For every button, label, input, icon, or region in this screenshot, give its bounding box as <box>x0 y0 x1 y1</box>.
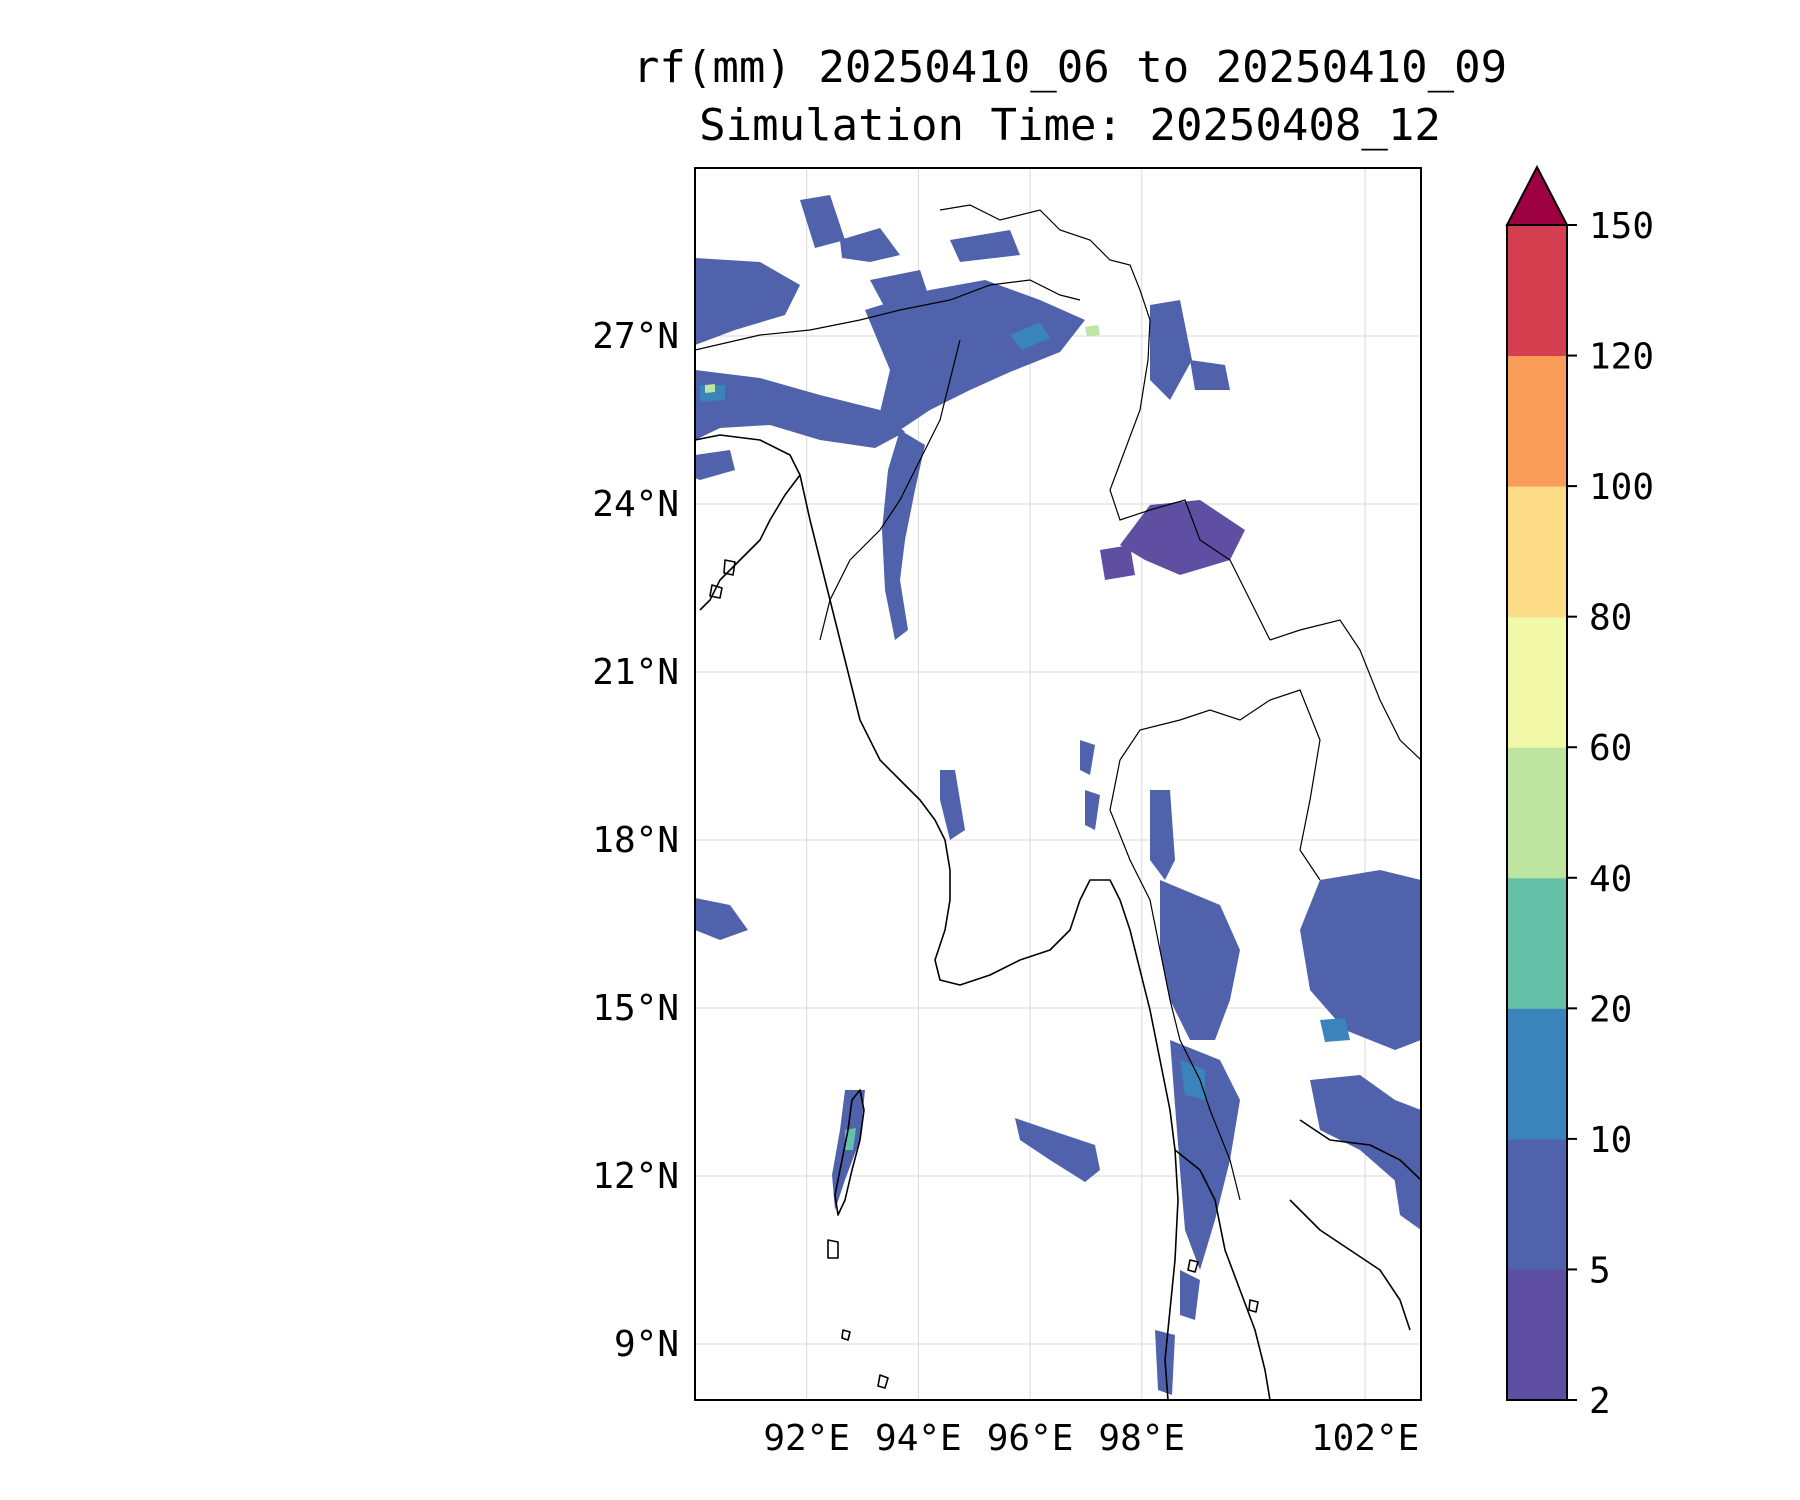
longitude-tick-label: 98°E <box>1098 1418 1185 1459</box>
country-border <box>1109 319 1271 641</box>
colorbar-frame <box>1506 224 1568 1401</box>
island-outline <box>1248 1299 1259 1313</box>
rainfall-layer <box>695 195 1421 1395</box>
rainfall-contour <box>870 270 930 308</box>
colorbar-tick-label: 10 <box>1589 1120 1632 1161</box>
rainfall-contour <box>1015 1118 1100 1182</box>
rainfall-contour <box>705 384 715 393</box>
rainfall-contour <box>1320 1018 1350 1042</box>
colorbar-segment <box>1507 1138 1567 1270</box>
country-border <box>1269 619 1421 761</box>
colorbar: 2 5 10 20 40 60 80 100 120 150 <box>1505 164 1654 1422</box>
rainfall-contour <box>1085 790 1100 830</box>
rainfall-contour <box>865 280 1085 430</box>
country-border <box>1119 689 1321 881</box>
latitude-tick-label: 9°N <box>614 1324 679 1365</box>
island-outline <box>1187 1259 1199 1273</box>
coastline <box>695 434 801 611</box>
rainfall-contour <box>1150 300 1192 400</box>
island-outline <box>709 584 723 599</box>
longitude-tick-label: 92°E <box>763 1418 850 1459</box>
rainfall-contour <box>1180 1270 1200 1320</box>
map-panel: 27°N 24°N 21°N 18°N 15°N 12°N 9°N 92°E 94°E 96°E… <box>592 167 1422 1459</box>
colorbar-tick-label: 5 <box>1589 1250 1611 1291</box>
colorbar-tick-label: 60 <box>1589 728 1632 769</box>
rainfall-contour <box>695 898 748 940</box>
colorbar-segment <box>1507 225 1567 357</box>
island-outline <box>834 1089 865 1216</box>
rainfall-contour <box>695 258 800 345</box>
map-background <box>695 168 1421 1400</box>
colorbar-tick-label: 2 <box>1589 1381 1611 1422</box>
rainfall-contour <box>1120 500 1245 575</box>
colorbar-tick-label: 150 <box>1589 206 1654 247</box>
colorbar-segment <box>1507 1269 1567 1401</box>
country-border <box>939 204 1151 321</box>
island-outline <box>723 559 736 576</box>
colorbar-segment <box>1507 355 1567 487</box>
colorbar-max-extension-arrow <box>1505 164 1569 226</box>
coastline <box>1289 1199 1411 1331</box>
rainfall-contour <box>695 450 735 480</box>
island-outline <box>827 1239 839 1259</box>
rainfall-contour <box>882 430 925 640</box>
rainfall-contour <box>1390 1145 1421 1230</box>
coastline <box>1174 1149 1271 1400</box>
rainfall-contour <box>1160 880 1240 1040</box>
rainfall-contour <box>1100 545 1135 580</box>
longitude-tick-label: 102°E <box>1311 1418 1419 1459</box>
island-outline <box>877 1374 889 1389</box>
rainfall-contour <box>950 230 1020 262</box>
colorbar-segments <box>1507 225 1567 1401</box>
coastline <box>799 474 1179 1400</box>
longitude-tick-label: 94°E <box>875 1418 962 1459</box>
colorbar-segment <box>1507 486 1567 618</box>
latitude-tick-label: 21°N <box>592 652 679 693</box>
rainfall-contour <box>1080 740 1095 775</box>
colorbar-tick-label: 80 <box>1589 598 1632 639</box>
rainfall-contour <box>1300 870 1421 1050</box>
island-outline <box>841 1329 851 1341</box>
rainfall-contour <box>1085 325 1100 336</box>
rainfall-contour <box>1010 322 1050 350</box>
country-border <box>1109 759 1241 1201</box>
rainfall-contour <box>1170 1040 1240 1270</box>
colorbar-segment <box>1507 1008 1567 1140</box>
latitude-tick-label: 15°N <box>592 988 679 1029</box>
title-line-1: rf(mm) 20250410_06 to 20250410_09 <box>633 42 1507 93</box>
country-border <box>819 339 961 641</box>
colorbar-tick-label: 120 <box>1589 337 1654 378</box>
coastline <box>1299 1119 1421 1181</box>
colorbar-tick-labels: 2 5 10 20 40 60 80 100 120 150 <box>1567 206 1654 1422</box>
latitude-tick-label: 18°N <box>592 820 679 861</box>
longitude-tick-labels: 92°E 94°E 96°E 98°E 102°E <box>763 1418 1419 1459</box>
rainfall-contour <box>1180 1060 1205 1100</box>
colorbar-segment <box>1507 616 1567 748</box>
colorbar-segment <box>1507 747 1567 879</box>
longitude-tick-label: 96°E <box>987 1418 1074 1459</box>
rainfall-contour <box>840 228 900 262</box>
colorbar-tick-label: 40 <box>1589 859 1632 900</box>
latitude-tick-label: 27°N <box>592 316 679 357</box>
rainfall-contour <box>940 770 965 840</box>
coastlines-and-borders <box>695 204 1421 1400</box>
rainfall-contour <box>1190 360 1230 390</box>
latitude-tick-labels: 27°N 24°N 21°N 18°N 15°N 12°N 9°N <box>592 316 679 1365</box>
country-border <box>695 279 1081 351</box>
colorbar-tick-label: 20 <box>1589 989 1632 1030</box>
latitude-tick-label: 12°N <box>592 1156 679 1197</box>
latitude-tick-label: 24°N <box>592 484 679 525</box>
colorbar-tick-label: 100 <box>1589 467 1654 508</box>
rainfall-contour <box>800 195 845 248</box>
map-frame <box>694 167 1422 1401</box>
rainfall-contour <box>1150 790 1175 880</box>
colorbar-segment <box>1507 877 1567 1009</box>
rainfall-contour <box>695 370 905 448</box>
title-line-2: Simulation Time: 20250408_12 <box>699 100 1441 151</box>
